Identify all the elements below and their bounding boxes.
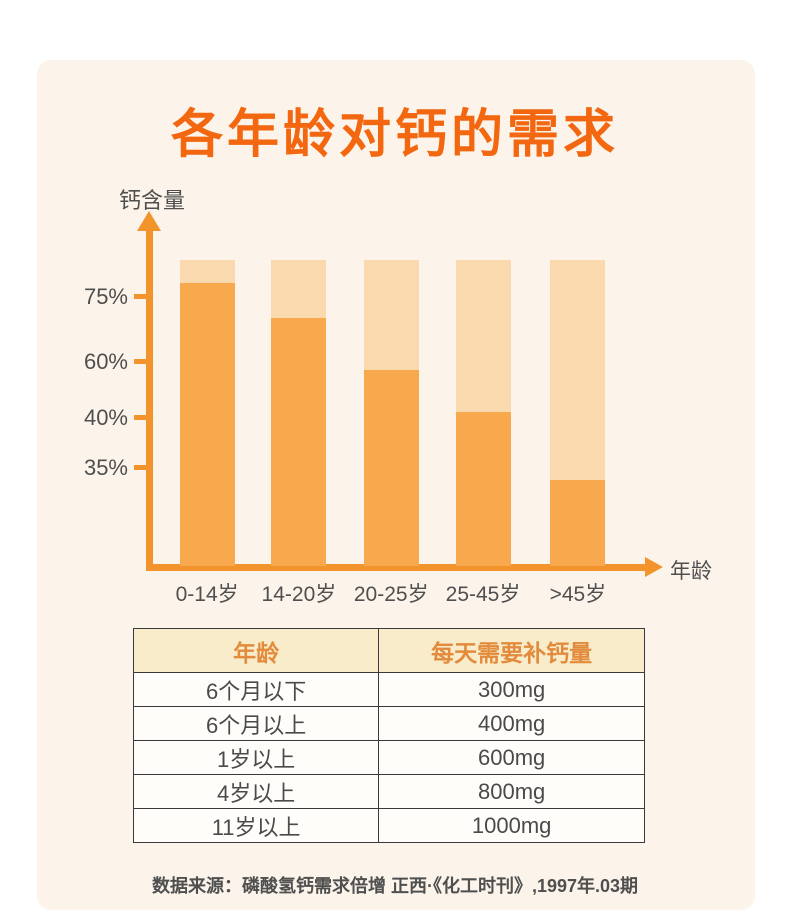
table-cell: 600mg	[378, 740, 645, 775]
y-tick-mark	[134, 294, 150, 300]
x-category-label: 25-45岁	[445, 583, 521, 606]
y-tick-mark	[134, 465, 150, 471]
x-axis-arrow-icon	[645, 557, 663, 577]
bar-fill	[550, 480, 606, 566]
table-header-cell: 年龄	[132, 628, 380, 673]
table-body: 6个月以下 300mg 6个月以上 400mg 1岁以上 600mg 4岁以上 800mg 11…	[132, 672, 645, 843]
table-header: 年龄 每天需要补钙量	[132, 628, 645, 673]
table-row: 1岁以上 600mg	[132, 740, 645, 775]
table-row: 6个月以上 400mg	[132, 706, 645, 741]
bar-fill	[179, 282, 235, 566]
y-tick-label: 60%	[83, 348, 128, 374]
table-cell: 11岁以上	[132, 808, 380, 843]
x-category-label: 20-25岁	[353, 583, 429, 606]
y-tick-mark	[134, 414, 150, 420]
bar-chart-plot-area: 75% 60% 40% 35% 0-14岁 14-20岁 20-25岁 25-45岁 >45岁	[84, 260, 660, 606]
table-header-cell: 每天需要补钙量	[378, 628, 645, 673]
bar-column-background	[363, 260, 419, 566]
bar-column-background	[455, 260, 511, 566]
table-cell: 4岁以上	[132, 774, 380, 809]
x-category-label: 0-14岁	[175, 583, 239, 606]
table-cell: 300mg	[378, 672, 645, 707]
bar-column-background	[179, 260, 235, 566]
y-axis	[146, 229, 153, 571]
x-category-label: >45岁	[549, 583, 607, 606]
x-category-label: 14-20岁	[261, 583, 337, 606]
y-tick-label: 35%	[83, 455, 128, 481]
table-row: 6个月以下 300mg	[132, 672, 645, 707]
page-title: 各年龄对钙的需求	[170, 106, 619, 164]
table-cell: 1岁以上	[132, 740, 380, 775]
x-axis	[146, 564, 646, 571]
table-cell: 1000mg	[378, 808, 645, 843]
calcium-requirement-table: 年龄 每天需要补钙量 6个月以下 300mg 6个月以上 400mg 1岁以上 600mg 4…	[132, 628, 645, 843]
bar-fill	[455, 412, 511, 566]
y-tick-label: 75%	[83, 284, 128, 310]
table-cell: 800mg	[378, 774, 645, 809]
bar-fill	[271, 318, 327, 566]
table-cell: 6个月以下	[132, 672, 380, 707]
table-cell: 400mg	[378, 706, 645, 741]
bar-fill	[363, 370, 419, 566]
bar-column-background	[271, 260, 327, 566]
table-row: 4岁以上 800mg	[132, 774, 645, 809]
table-row: 11岁以上 1000mg	[132, 808, 645, 843]
y-axis-title: 钙含量	[119, 188, 186, 213]
y-axis-arrow-icon	[137, 211, 161, 231]
table-cell: 6个月以上	[132, 706, 380, 741]
y-tick-label: 40%	[83, 404, 128, 430]
x-axis-title: 年龄	[670, 560, 712, 583]
y-tick-mark	[134, 358, 150, 364]
bar-column-background	[550, 260, 606, 566]
data-source-footer: 数据来源：磷酸氢钙需求倍增 正西·《化工时刊》,1997年.03期	[151, 876, 639, 896]
